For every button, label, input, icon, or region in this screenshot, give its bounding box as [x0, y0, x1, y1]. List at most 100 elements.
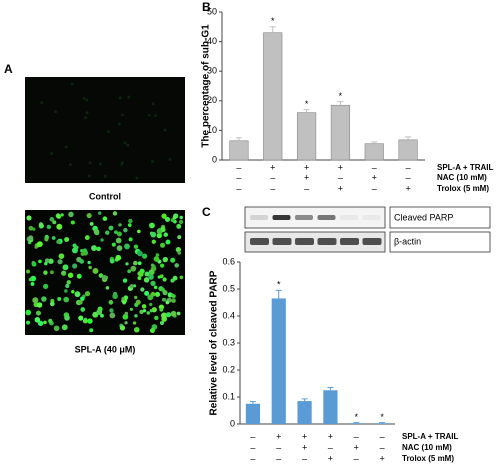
cell — [35, 310, 41, 316]
cell — [129, 307, 134, 311]
cell — [44, 261, 48, 266]
cell — [172, 215, 177, 220]
treatment-sign: + — [338, 162, 343, 172]
treatment-sign: + — [405, 183, 410, 193]
cell — [88, 265, 92, 270]
treatment-label: NAC (10 mM) — [437, 173, 487, 182]
cell — [70, 82, 74, 86]
cell — [116, 245, 123, 251]
cell — [26, 215, 32, 221]
cell — [74, 291, 81, 298]
cell — [64, 237, 70, 243]
treatment-sign: – — [380, 431, 385, 441]
y-tick-label: 0.6 — [222, 256, 235, 266]
treatment-sign: – — [338, 172, 343, 182]
treatment-sign: + — [270, 162, 275, 172]
cell — [140, 287, 145, 292]
treatment-sign: + — [302, 442, 307, 452]
cell — [115, 237, 122, 244]
cell — [89, 221, 94, 226]
cell — [123, 141, 127, 145]
cell — [153, 114, 157, 118]
treatment-sign: – — [354, 431, 359, 441]
panel-label: A — [4, 62, 13, 76]
cell — [109, 258, 115, 264]
cell — [159, 320, 165, 326]
treatment-sign: + — [302, 431, 307, 441]
treatment-sign: + — [328, 431, 333, 441]
cell — [160, 263, 165, 268]
cell — [103, 174, 107, 178]
cell — [177, 235, 182, 240]
cell — [48, 318, 53, 324]
treatment-sign: – — [380, 442, 385, 452]
band — [250, 238, 269, 245]
cell — [179, 275, 184, 280]
cell — [150, 231, 157, 238]
cell — [25, 309, 32, 316]
cell — [42, 283, 49, 290]
cell — [109, 308, 114, 313]
cell — [26, 320, 31, 325]
cell — [178, 219, 184, 225]
cell — [49, 217, 55, 222]
image-caption: SPL-A (40 μM) — [75, 344, 136, 354]
cell — [141, 253, 148, 259]
cell — [168, 158, 172, 162]
cell — [80, 252, 85, 256]
cell — [62, 264, 69, 271]
cell — [118, 223, 122, 227]
panel-label: B — [202, 0, 211, 14]
treatment-sign: – — [372, 183, 377, 193]
cell — [159, 307, 164, 312]
cell — [139, 309, 144, 315]
treatment-sign: – — [276, 453, 281, 463]
cell — [37, 320, 44, 327]
y-axis-label: Relative level of cleaved PARP — [209, 270, 220, 415]
cell — [28, 225, 34, 231]
treatment-sign: + — [304, 162, 309, 172]
cell — [30, 282, 35, 286]
cell — [71, 290, 75, 294]
cell — [129, 284, 134, 289]
treatment-sign: + — [379, 453, 384, 463]
bar — [296, 112, 317, 161]
cell — [175, 246, 181, 253]
cell — [78, 315, 84, 321]
bar — [330, 104, 351, 161]
cell — [82, 318, 88, 324]
treatment-sign: – — [236, 183, 241, 193]
cell — [142, 309, 147, 313]
cell — [127, 95, 131, 99]
cell — [91, 245, 97, 252]
y-tick-label: 0.1 — [222, 391, 235, 401]
blot-label: Cleaved PARP — [394, 212, 453, 222]
cell — [114, 257, 119, 262]
cell — [149, 328, 155, 334]
cell — [52, 220, 57, 225]
treatment-label: Trolox (5 mM) — [437, 184, 489, 193]
cell — [36, 241, 43, 248]
cell — [170, 257, 176, 263]
cell — [57, 215, 61, 219]
cell — [61, 324, 68, 331]
cell — [98, 162, 102, 166]
cell — [125, 262, 129, 266]
y-tick-label: 0.3 — [222, 337, 235, 347]
cell — [176, 223, 182, 229]
cell — [119, 325, 126, 331]
cell — [54, 110, 58, 114]
cell — [176, 311, 181, 316]
treatment-sign: – — [250, 442, 255, 452]
cell — [165, 312, 172, 318]
cell — [109, 312, 116, 319]
cell — [82, 248, 88, 253]
cell — [150, 263, 155, 267]
significance-marker: * — [277, 280, 281, 290]
bar — [398, 139, 418, 161]
cell — [68, 211, 74, 218]
cell — [100, 238, 104, 242]
cell — [171, 298, 176, 304]
band — [250, 215, 268, 220]
treatment-label: Trolox (5 mM) — [402, 454, 454, 463]
